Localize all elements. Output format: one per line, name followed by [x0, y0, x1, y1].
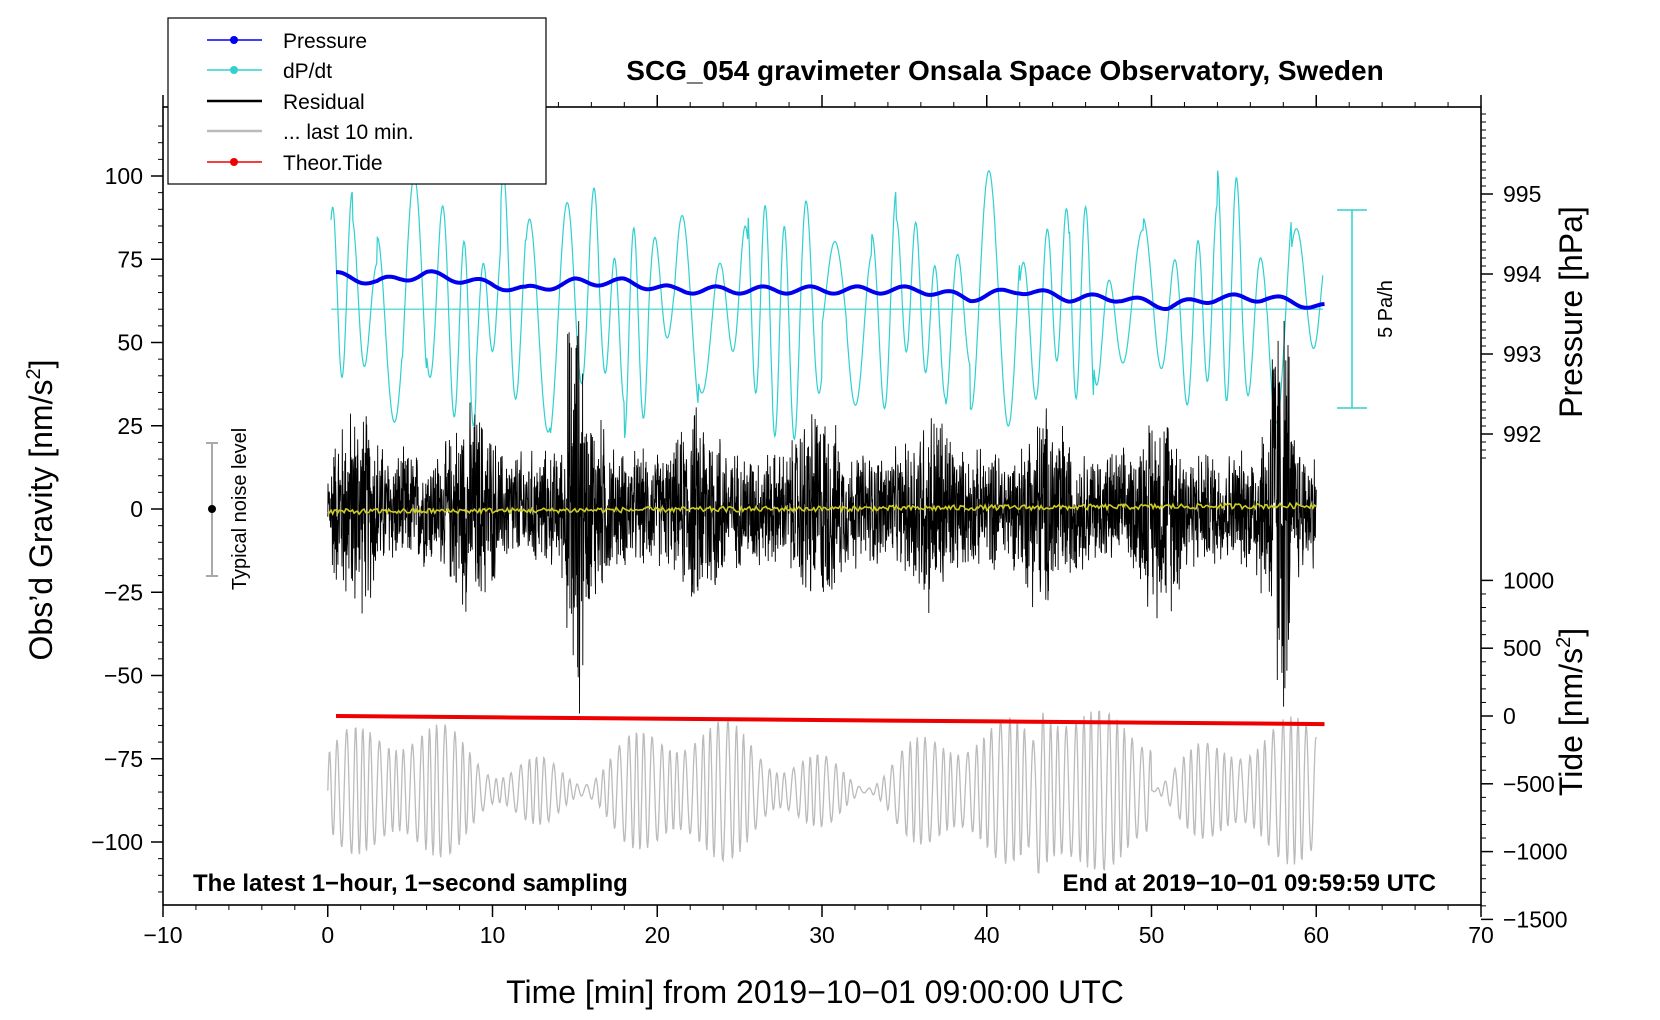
chart-title: SCG_054 gravimeter Onsala Space Observat… — [626, 55, 1383, 86]
gravity-tick-label: −50 — [104, 663, 143, 689]
legend-label-dpdt: dP/dt — [283, 60, 332, 83]
x-tick-label: 50 — [1139, 922, 1165, 948]
residual-series-line — [327, 320, 1317, 714]
annotation-right: End at 2019−10−01 09:59:59 UTC — [1062, 870, 1436, 897]
x-tick-label: 60 — [1303, 922, 1329, 948]
left-axis-title-sup: 2 — [23, 368, 45, 379]
gravity-tick-label: 0 — [130, 496, 143, 522]
x-tick-label: 70 — [1468, 922, 1494, 948]
pressure-series-line — [336, 269, 1325, 311]
gravity-tick-label: −25 — [104, 579, 143, 605]
tide-tick-label: −1000 — [1503, 839, 1568, 865]
last-10-min-series-line — [327, 710, 1317, 874]
legend-item-dpdt: dP/dt — [207, 60, 332, 83]
pressure-tick-label: 995 — [1503, 181, 1541, 207]
tide-tick-label: 500 — [1503, 635, 1541, 661]
pressure-tick-label: 994 — [1503, 261, 1542, 287]
left-axis-title-end: ] — [23, 360, 59, 369]
noise-level-label: Typical noise level — [229, 428, 251, 590]
pressure-tick-label: 993 — [1503, 341, 1541, 367]
axes-layer: −10 0 10 20 30 40 50 60 701007550250−25−50−75−10… — [91, 95, 1568, 948]
gravity-tick-label: 50 — [117, 330, 143, 356]
x-tick-label: 30 — [809, 922, 835, 948]
tide-axis-title-sup: 2 — [1553, 637, 1575, 648]
x-tick-label: 20 — [644, 922, 670, 948]
tide-axis-title-main: Tide [nm/s — [1553, 648, 1589, 796]
tide-tick-label: −1500 — [1503, 906, 1568, 932]
smoothed-residual-line — [327, 501, 1317, 517]
tide-tick-label: 1000 — [1503, 567, 1554, 593]
gravity-tick-label: 75 — [117, 246, 143, 272]
x-tick-label: 0 — [321, 922, 334, 948]
dpdt-scale-bar: 5 Pa/h — [1337, 209, 1397, 409]
pressure-tick-label: 992 — [1503, 421, 1541, 447]
pressure-axis-title: Pressure [hPa] — [1553, 206, 1589, 418]
legend-item-pressure: Pressure — [207, 30, 367, 53]
left-axis-title: Obs’d Gravity [nm/s2] — [23, 360, 59, 661]
legend-label-pressure: Pressure — [283, 30, 367, 53]
legend-item-last10: ... last 10 min. — [207, 121, 414, 144]
gravity-tick-label: −75 — [104, 746, 143, 772]
x-axis-title: Time [min] from 2019−10−01 09:00:00 UTC — [506, 974, 1124, 1010]
noise-level-bar: Typical noise level — [206, 428, 251, 590]
x-tick-label: 40 — [974, 922, 1000, 948]
annotation-left: The latest 1−hour, 1−second sampling — [193, 870, 628, 897]
legend-label-tide: Theor.Tide — [283, 152, 383, 175]
gravity-tick-label: 25 — [117, 413, 143, 439]
dpdt-scale-label: 5 Pa/h — [1375, 280, 1397, 338]
legend-item-residual: Residual — [207, 91, 365, 114]
theor-tide-series-line — [335, 714, 1325, 727]
gravity-tick-label: −100 — [91, 829, 143, 855]
tide-axis-title: Tide [nm/s2] — [1553, 628, 1589, 796]
left-axis-title-main: Obs’d Gravity [nm/s — [23, 380, 59, 661]
gravity-tick-label: 100 — [105, 163, 143, 189]
x-tick-label: 10 — [480, 922, 506, 948]
legend-label-residual: Residual — [283, 91, 365, 114]
legend: Pressure dP/dt Residual ... last 10 min.… — [167, 17, 547, 185]
legend-label-last10: ... last 10 min. — [283, 121, 414, 144]
legend-item-tide: Theor.Tide — [207, 152, 383, 175]
x-tick-label: −10 — [143, 922, 182, 948]
tide-tick-label: −500 — [1503, 771, 1555, 797]
series-layer — [327, 169, 1325, 874]
tide-tick-label: 0 — [1503, 703, 1516, 729]
tide-axis-title-end: ] — [1553, 628, 1589, 637]
dpdt-series-line — [330, 169, 1324, 441]
